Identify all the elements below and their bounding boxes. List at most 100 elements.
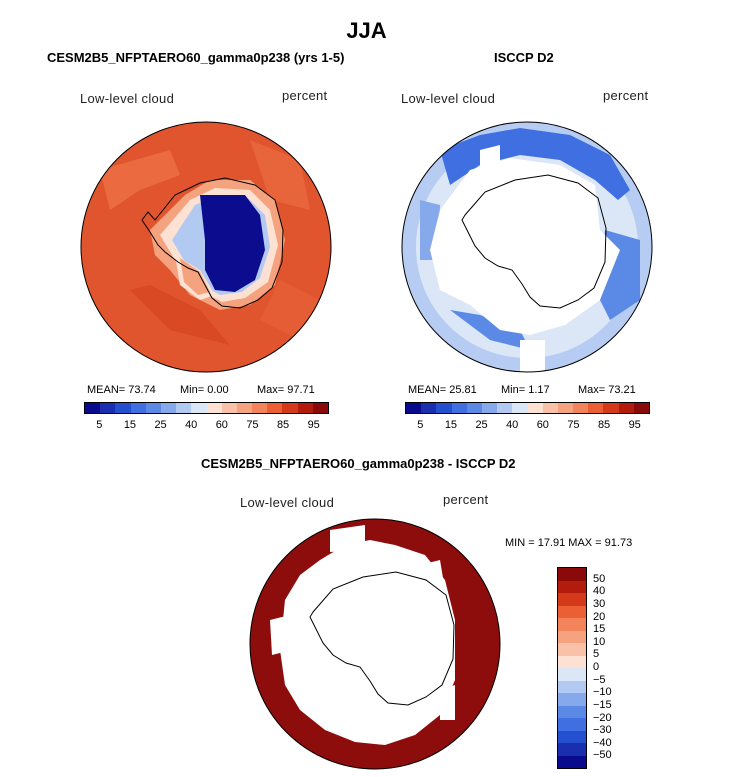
colorbar-swatch: [160, 403, 177, 413]
colorbar-tick-label: 40: [593, 585, 606, 598]
colorbar-swatch: [130, 403, 146, 413]
colorbar-swatch: [573, 403, 589, 413]
colorbar-tick-label: 40: [506, 419, 519, 431]
panel2-colorbar: [405, 402, 650, 414]
colorbar-swatch: [297, 403, 313, 413]
colorbar-swatch: [221, 403, 237, 413]
colorbar-tick-label: 15: [444, 419, 458, 431]
colorbar-tick-label: 75: [246, 419, 259, 431]
panel2-max: Max= 73.21: [578, 384, 636, 396]
panel1-min: Min= 0.00: [180, 384, 229, 396]
panel1-mean: MEAN= 73.74: [87, 384, 156, 396]
colorbar-swatch: [558, 605, 586, 618]
colorbar-swatch: [558, 580, 586, 593]
colorbar-swatch: [267, 403, 283, 413]
panel3-map-field: [250, 519, 500, 769]
panel3-minmax: MIN = 17.91 MAX = 91.73: [505, 537, 633, 549]
colorbar-swatch: [558, 655, 586, 668]
colorbar-swatch: [512, 403, 528, 413]
colorbar-swatch: [603, 403, 619, 413]
colorbar-swatch: [618, 403, 634, 413]
colorbar-swatch: [312, 403, 328, 413]
colorbar-swatch: [100, 403, 116, 413]
colorbar-tick-label: 15: [593, 623, 606, 636]
panel3-title: CESM2B5_NFPTAERO60_gamma0p238 - ISCCP D2: [201, 456, 516, 471]
colorbar-swatch: [206, 403, 222, 413]
colorbar-swatch: [558, 630, 586, 643]
colorbar-swatch: [191, 403, 207, 413]
colorbar-swatch: [558, 755, 586, 768]
colorbar-tick-label: 20: [593, 610, 606, 623]
colorbar-swatch: [558, 568, 586, 581]
colorbar-tick-label: −20: [593, 711, 612, 724]
colorbar-tick-label: 85: [276, 419, 290, 431]
colorbar-swatch: [558, 693, 586, 706]
panel2-title: ISCCP D2: [494, 50, 554, 65]
colorbar-tick-label: 5: [417, 419, 424, 431]
colorbar-swatch: [633, 403, 649, 413]
panel1-title: CESM2B5_NFPTAERO60_gamma0p238 (yrs 1-5): [47, 50, 345, 65]
colorbar-swatch: [558, 718, 586, 731]
colorbar-tick-label: 85: [597, 419, 611, 431]
colorbar-tick-label: 5: [96, 419, 103, 431]
colorbar-tick-label: −30: [593, 724, 612, 737]
colorbar-swatch: [421, 403, 437, 413]
panel1-coastline: [141, 177, 284, 309]
panel2-min: Min= 1.17: [501, 384, 550, 396]
colorbar-swatch: [236, 403, 253, 413]
colorbar-swatch: [85, 403, 101, 413]
panel2-mean: MEAN= 25.81: [408, 384, 477, 396]
colorbar-tick-label: 10: [593, 635, 606, 648]
colorbar-swatch: [542, 403, 558, 413]
colorbar-tick-label: −10: [593, 686, 612, 699]
panel1-colorbar-labels: 5 15 25 40 60 75 85 95: [84, 419, 329, 433]
colorbar-tick-label: 95: [307, 419, 320, 431]
colorbar-swatch: [481, 403, 498, 413]
colorbar-swatch: [406, 403, 422, 413]
panel3-coastline: [309, 571, 455, 706]
panel3-units-label: percent: [443, 492, 489, 507]
colorbar-tick-label: −15: [593, 698, 612, 711]
panel3-variable-label: Low-level cloud: [240, 495, 335, 510]
colorbar-swatch: [558, 730, 586, 743]
main-title: JJA: [346, 18, 387, 43]
panel1-max: Max= 97.71: [257, 384, 315, 396]
colorbar-swatch: [436, 403, 452, 413]
colorbar-tick-label: 75: [567, 419, 580, 431]
colorbar-tick-label: 50: [593, 572, 606, 585]
colorbar-tick-label: 25: [475, 419, 488, 431]
colorbar-tick-label: −40: [593, 736, 612, 749]
panel1-map-field: [81, 122, 331, 372]
panel3-colorbar: [557, 567, 587, 769]
colorbar-tick-label: 95: [628, 419, 641, 431]
panel2-units-label: percent: [603, 88, 649, 103]
colorbar-tick-label: −50: [593, 749, 612, 762]
colorbar-swatch: [558, 668, 586, 681]
colorbar-swatch: [176, 403, 192, 413]
colorbar-tick-label: 60: [215, 419, 228, 431]
colorbar-swatch: [558, 643, 586, 656]
colorbar-tick-label: −5: [593, 673, 606, 686]
colorbar-swatch: [558, 743, 586, 756]
colorbar-swatch: [557, 403, 574, 413]
colorbar-tick-label: 15: [123, 419, 137, 431]
panel2-variable-label: Low-level cloud: [401, 91, 496, 106]
colorbar-swatch: [558, 705, 586, 718]
colorbar-tick-label: 30: [593, 597, 606, 610]
panel1-units-label: percent: [282, 88, 328, 103]
panel1-variable-label: Low-level cloud: [80, 91, 175, 106]
panel3-colorbar-labels: 50 40 30 20 15 10 5 0 −5 −10 −15 −20 −30 −40 −50: [593, 567, 633, 769]
panel2-coastline: [461, 174, 607, 309]
colorbar-swatch: [282, 403, 298, 413]
colorbar-swatch: [451, 403, 467, 413]
colorbar-swatch: [145, 403, 161, 413]
colorbar-tick-label: 60: [536, 419, 549, 431]
colorbar-swatch: [115, 403, 131, 413]
colorbar-tick-label: 0: [593, 661, 600, 673]
panel2-colorbar-labels: 5 15 25 40 60 75 85 95: [405, 419, 650, 433]
colorbar-tick-label: 25: [154, 419, 167, 431]
colorbar-swatch: [497, 403, 513, 413]
colorbar-swatch: [466, 403, 482, 413]
colorbar-tick-label: 40: [185, 419, 198, 431]
colorbar-swatch: [527, 403, 543, 413]
